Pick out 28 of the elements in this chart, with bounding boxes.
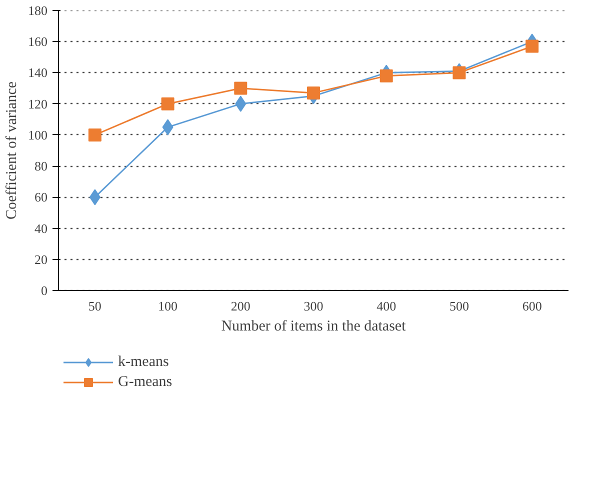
y-tick-label: 160 <box>28 34 48 50</box>
x-axis-title: Number of items in the dataset <box>221 318 407 334</box>
y-tick-label: 140 <box>28 65 48 80</box>
y-tick-label: 60 <box>34 190 48 205</box>
x-tick-label: 400 <box>376 298 396 314</box>
y-tick-label: 0 <box>41 283 48 298</box>
y-axis-title: Coefficient of variance <box>4 81 20 220</box>
x-tick-label: 300 <box>304 298 324 314</box>
legend-label: G-means <box>118 374 172 390</box>
point <box>380 69 393 82</box>
point <box>307 86 320 100</box>
y-tick-label: 20 <box>34 252 48 267</box>
x-tick-label: 500 <box>449 298 469 314</box>
point <box>452 66 466 80</box>
point <box>88 128 102 142</box>
y-tick-label: 100 <box>28 127 48 142</box>
y-tick-label: 80 <box>34 158 48 174</box>
y-tick-label: 120 <box>28 96 48 112</box>
x-tick-label: 200 <box>230 298 250 314</box>
x-tick-label: 600 <box>522 298 542 314</box>
legend-label: k-means <box>118 354 169 370</box>
x-tick-label: 50 <box>88 298 102 314</box>
y-tick-label: 40 <box>34 220 48 236</box>
point <box>161 97 174 110</box>
x-tick-label: 100 <box>158 298 178 314</box>
y-tick-label: 180 <box>28 3 48 18</box>
point <box>234 82 248 95</box>
point <box>526 40 539 53</box>
